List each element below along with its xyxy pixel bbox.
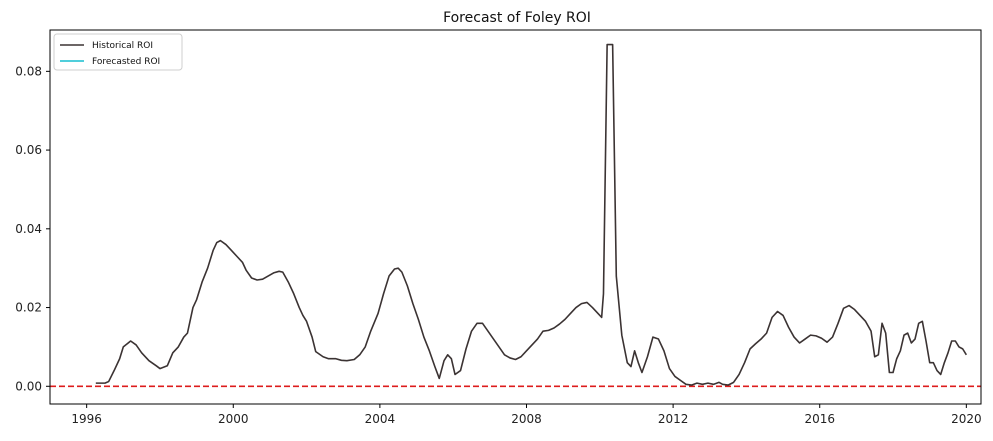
x-tick-label: 2016 <box>804 412 835 426</box>
legend-label-historical: Historical ROI <box>92 41 153 51</box>
plot-frame <box>49 29 982 405</box>
x-tick-label: 2008 <box>511 412 542 426</box>
x-tick-label: 2000 <box>218 412 249 426</box>
x-axis: 1996 2000 2004 2008 2012 2016 2020 <box>71 404 982 426</box>
plot-area <box>50 43 981 388</box>
y-tick-label: 0.02 <box>15 301 42 315</box>
y-tick-label: 0.06 <box>15 143 42 157</box>
legend-label-forecasted: Forecasted ROI <box>92 57 160 67</box>
x-tick-label: 2020 <box>951 412 982 426</box>
x-tick-label: 1996 <box>71 412 102 426</box>
y-tick-label: 0.08 <box>15 64 42 78</box>
y-tick-label: 0.00 <box>15 379 42 393</box>
series-line-historical <box>95 43 968 386</box>
y-axis: 0.00 0.02 0.04 0.06 0.08 <box>15 64 50 393</box>
chart-title: Forecast of Foley ROI <box>443 10 591 26</box>
y-tick-label: 0.04 <box>15 222 42 236</box>
x-tick-label: 2004 <box>365 412 396 426</box>
legend-box <box>53 33 183 71</box>
legend: Historical ROI Forecasted ROI <box>53 33 183 71</box>
x-tick-label: 2012 <box>658 412 689 426</box>
